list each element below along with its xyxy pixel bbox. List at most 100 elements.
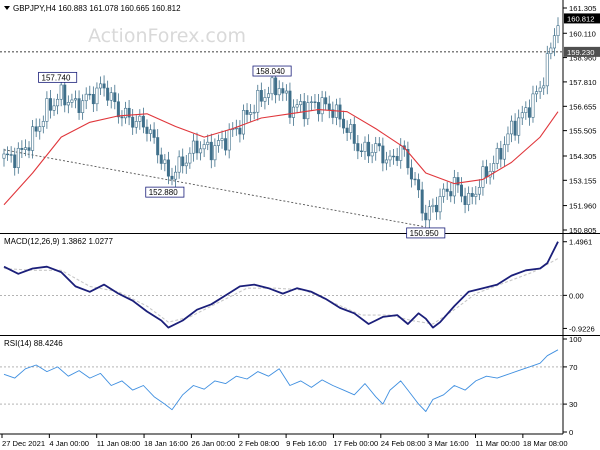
candle-body <box>452 177 456 197</box>
price-tags: 159.230 160.812 <box>564 13 600 57</box>
rsi-y-tick-label-1: 70 <box>569 363 577 372</box>
candle-body <box>431 204 435 207</box>
candle-body <box>213 145 217 161</box>
candle-body <box>145 126 149 134</box>
candle-body <box>438 196 442 213</box>
rsi-y-tick-label-2: 30 <box>569 400 577 409</box>
candle-body <box>524 107 528 113</box>
candle-body <box>485 166 489 178</box>
candle-body <box>259 90 263 102</box>
price-y-axis: 161.305 160.110 158.960 157.810 156.655 155.5… <box>563 4 596 235</box>
level-price-tag-label: 159.230 <box>567 48 594 57</box>
candle-body <box>477 187 481 195</box>
candle-body <box>127 107 131 118</box>
macd-signal-line <box>3 258 559 325</box>
candle-body <box>424 212 428 221</box>
candle-body <box>395 156 399 161</box>
candle-body <box>527 107 531 118</box>
level-price-tag <box>564 46 600 57</box>
candle-body <box>166 159 170 177</box>
macd-title: MACD(12,26,9) 1.3862 1.0277 <box>4 237 114 246</box>
candle-body <box>352 124 356 144</box>
annotation-label-1: 152.880 <box>149 188 178 197</box>
candle-body <box>66 102 70 106</box>
price-y-tick-label-1: 160.110 <box>569 29 596 38</box>
candle-body <box>6 153 10 156</box>
candle-body <box>102 83 106 89</box>
candle-body <box>2 153 6 159</box>
candle-body <box>513 120 517 136</box>
candle-body <box>206 141 210 145</box>
price-y-tick-label-4: 156.655 <box>569 102 596 111</box>
annotation-box-2 <box>252 65 292 77</box>
candle-body <box>70 99 74 103</box>
candle-body <box>520 112 524 119</box>
candle-body <box>324 97 328 105</box>
candle-body <box>48 98 52 111</box>
macd-y-tick-label-1: 0.00 <box>569 291 584 300</box>
candle-body <box>463 195 467 205</box>
candle-body <box>224 138 228 151</box>
candle-body <box>345 127 349 133</box>
candle-body <box>274 77 278 96</box>
x-tick-label-11: 18 Mar 08:00 <box>523 439 568 448</box>
candle-body <box>131 116 135 128</box>
candle-body <box>445 188 449 192</box>
candle-body <box>252 111 256 114</box>
candle-body <box>106 87 110 101</box>
candle-body <box>309 101 313 103</box>
candle-body <box>320 97 324 115</box>
candle-body <box>549 47 553 54</box>
macd-lines <box>0 241 563 329</box>
x-tick-label-6: 9 Feb 16:00 <box>286 439 327 448</box>
candle-body <box>517 117 521 136</box>
candle-body <box>338 104 342 120</box>
candle-body <box>281 88 285 94</box>
candle-body <box>270 77 274 95</box>
price-y-tick-label-7: 153.155 <box>569 176 596 185</box>
candle-body <box>45 98 49 122</box>
price-y-tick-label-2: 158.960 <box>569 54 596 63</box>
candle-body <box>152 129 156 138</box>
candle-body <box>459 184 463 197</box>
candle-body <box>542 85 546 89</box>
price-y-tick-label-6: 154.305 <box>569 152 596 161</box>
candle-body <box>177 156 181 173</box>
candle-body <box>263 97 267 102</box>
annotation-box-3 <box>406 227 446 239</box>
candle-body <box>27 147 31 151</box>
candle-body <box>434 204 438 213</box>
annotation-box-0 <box>38 71 78 83</box>
candle-body <box>91 94 95 105</box>
candlestick-series <box>2 17 560 229</box>
candle-body <box>299 101 303 106</box>
macd-y-tick-label-0: 1.4961 <box>569 238 592 247</box>
x-tick-label-2: 11 Jan 08:00 <box>97 439 140 448</box>
candle-body <box>113 92 117 103</box>
candle-body <box>84 93 88 102</box>
candle-body <box>120 116 124 119</box>
candle-body <box>234 127 238 130</box>
candle-body <box>356 143 360 152</box>
candle-body <box>191 140 195 154</box>
candle-body <box>510 120 514 135</box>
moving-average-line <box>3 109 559 206</box>
candle-body <box>238 127 242 135</box>
candle-body <box>13 154 17 168</box>
candle-body <box>481 166 485 188</box>
candle-body <box>302 101 306 120</box>
price-y-tick-label-9: 150.805 <box>569 226 596 235</box>
x-tick-label-4: 26 Jan 00:00 <box>191 439 235 448</box>
candle-body <box>81 100 85 113</box>
x-tick-label-5: 2 Feb 08:00 <box>239 439 280 448</box>
candle-body <box>174 171 178 180</box>
candle-body <box>52 105 56 111</box>
candle-body <box>377 143 381 147</box>
sma-line <box>3 109 559 206</box>
macd-line <box>3 241 559 329</box>
candle-body <box>156 137 160 156</box>
candle-body <box>124 107 128 119</box>
candle-body <box>16 147 20 168</box>
candle-body <box>417 179 421 191</box>
candle-body <box>9 154 13 156</box>
